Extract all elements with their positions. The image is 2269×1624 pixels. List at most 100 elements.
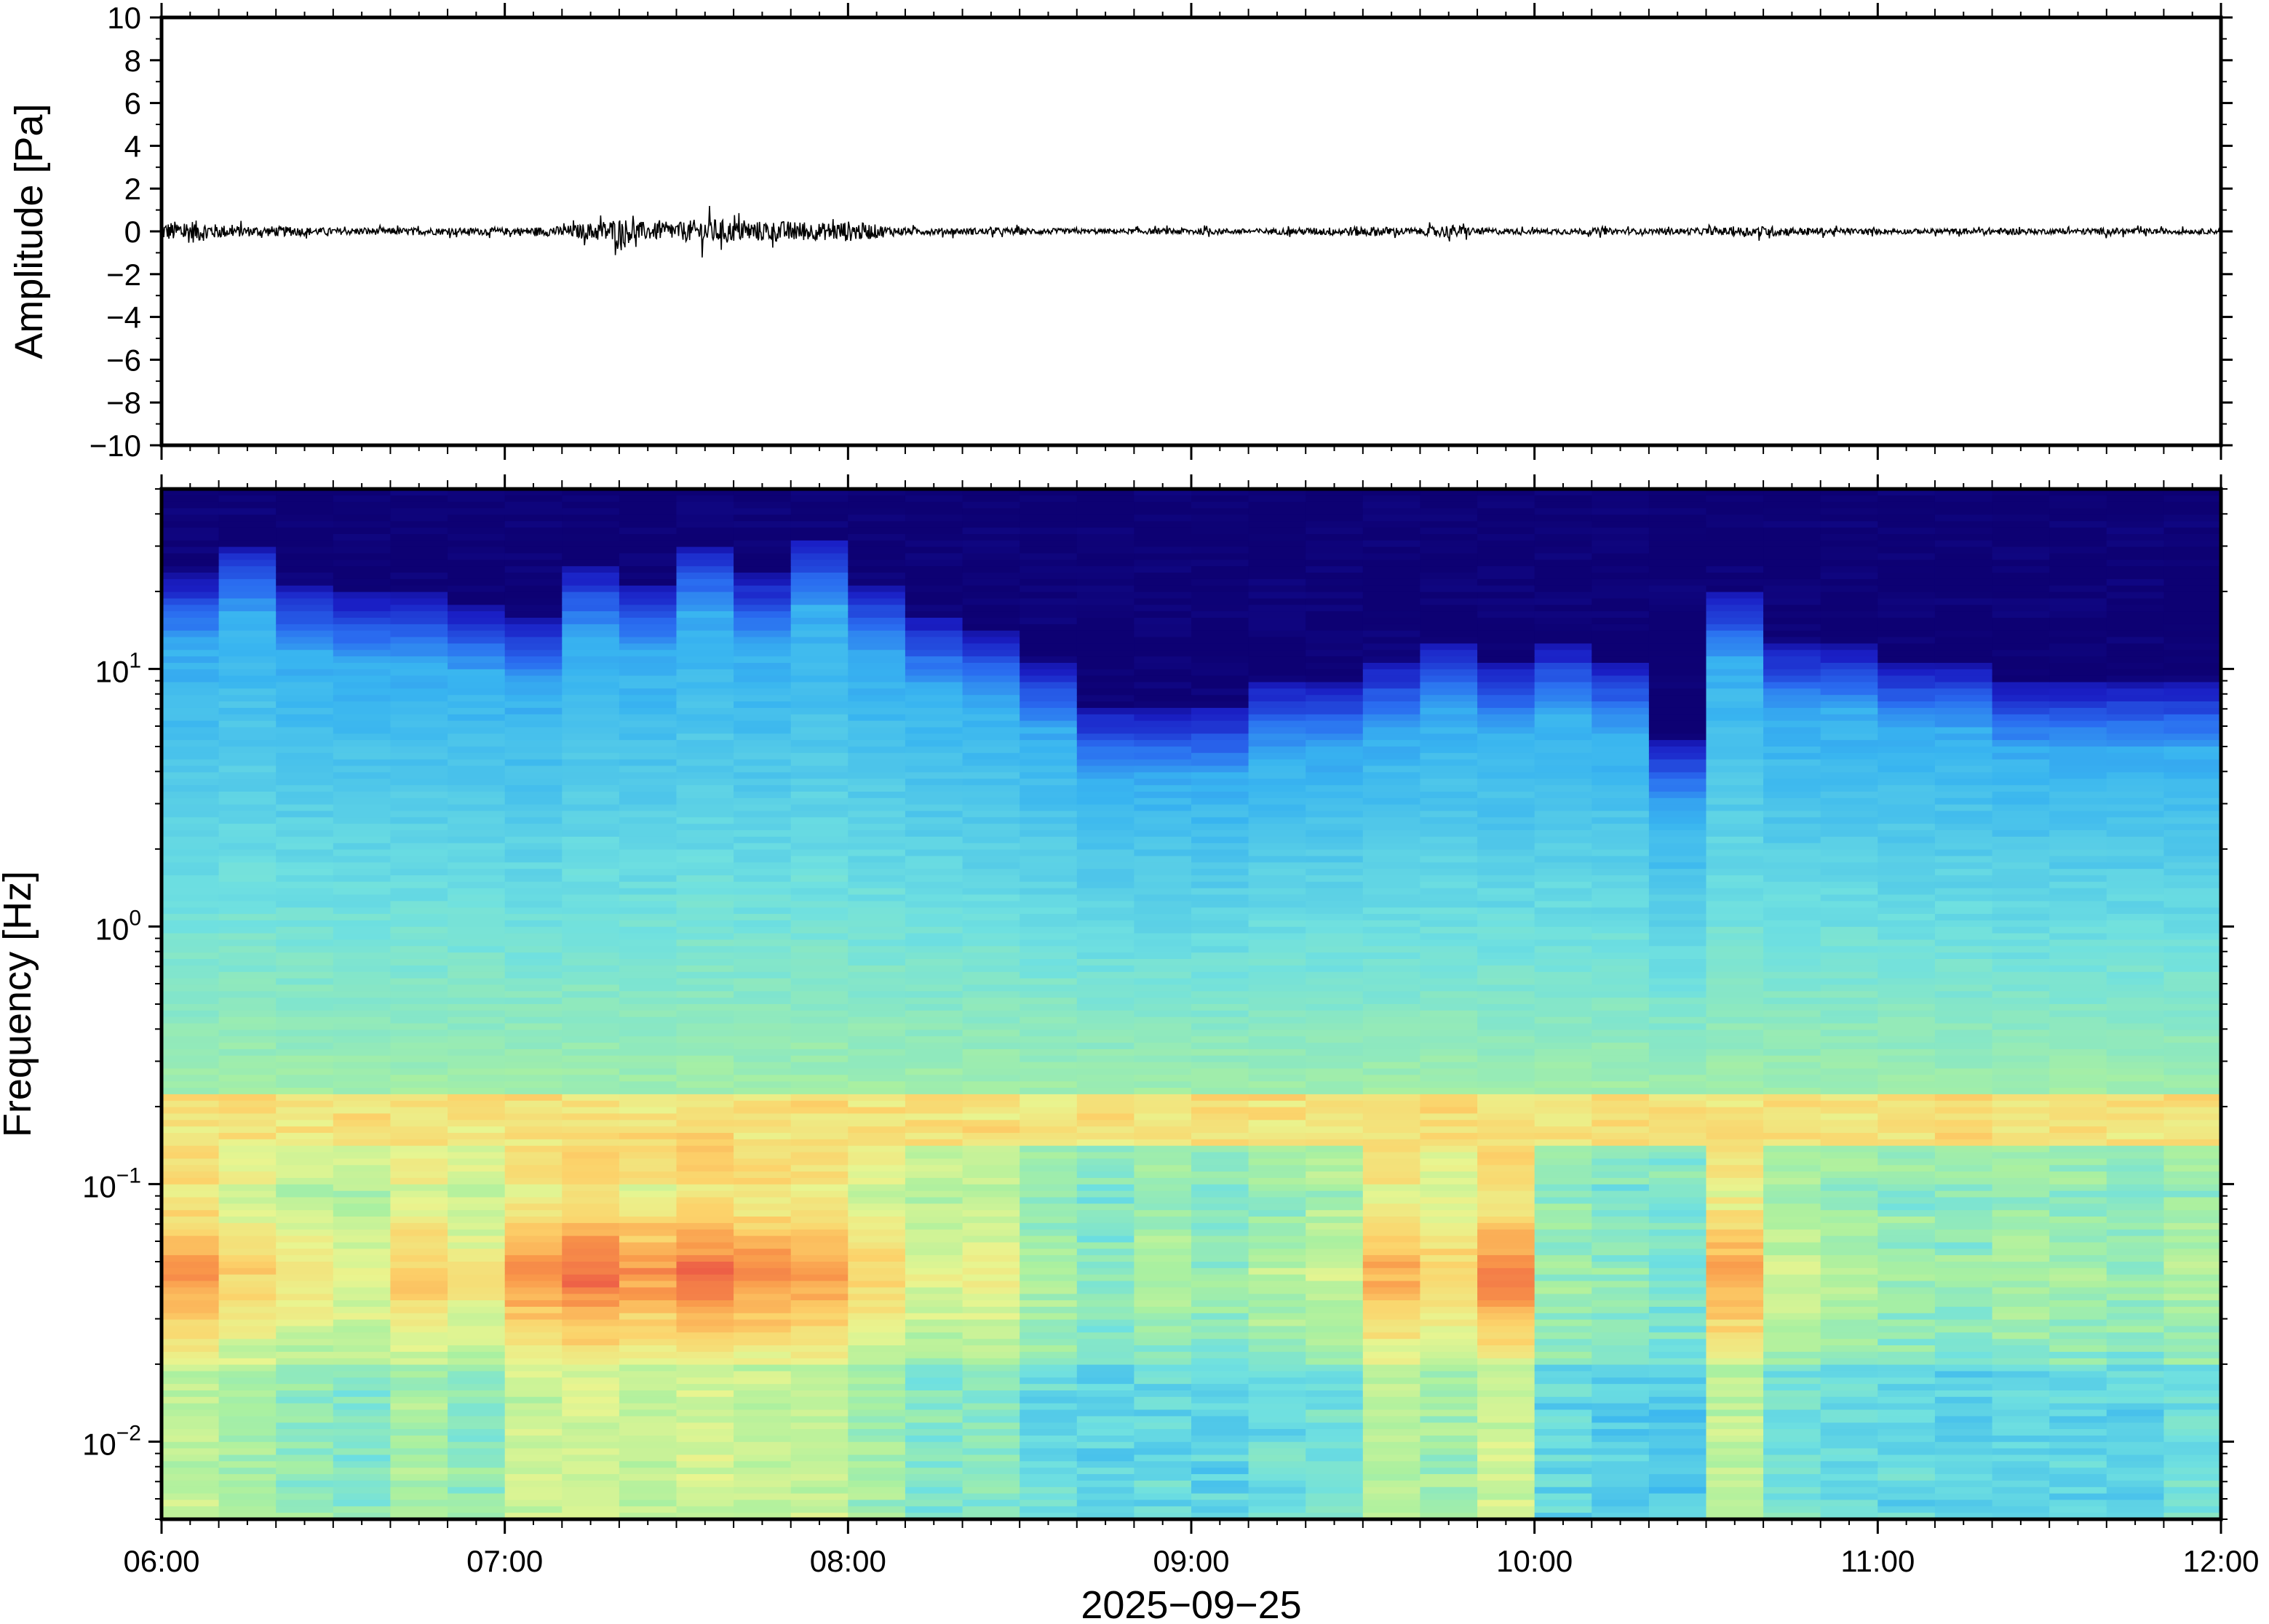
spectrogram-cell <box>734 637 792 645</box>
spectrogram-cell <box>1648 1023 1707 1031</box>
spectrogram-cell <box>619 1004 677 1011</box>
spectrogram-cell <box>1420 1088 1478 1095</box>
spectrogram-cell <box>448 1249 506 1256</box>
spectrogram-cell <box>1076 663 1135 670</box>
spectrogram-cell <box>1020 1030 1078 1038</box>
spectrogram-cell <box>162 630 220 638</box>
spectrogram-cell <box>1420 1319 1478 1327</box>
spectrogram-cell <box>276 836 334 844</box>
spectrogram-cell <box>276 1242 334 1250</box>
spectrogram-cell <box>962 1384 1020 1391</box>
spectrogram-cell <box>962 733 1020 741</box>
spectrogram-cell <box>1362 759 1421 767</box>
spectrogram-cell <box>1076 585 1135 593</box>
spectrogram-cell <box>1134 727 1192 735</box>
spectrogram-cell <box>1362 1454 1421 1462</box>
spectrogram-cell <box>1763 1416 1821 1424</box>
spectrogram-cell <box>1076 1313 1135 1321</box>
spectrogram-cell <box>1534 1429 1593 1436</box>
spectrogram-cell <box>962 792 1020 799</box>
spectrogram-cell <box>1648 546 1707 554</box>
spectrogram-cell <box>1534 695 1593 702</box>
spectrogram-cell <box>162 656 220 664</box>
spectrogram-cell <box>1191 856 1249 864</box>
spectrogram-cell <box>276 1043 334 1050</box>
spectrogram-cell <box>905 894 963 902</box>
spectrogram-cell <box>1763 1468 1821 1475</box>
spectrogram-cell <box>1820 1165 1879 1172</box>
spectrogram-cell <box>619 598 677 606</box>
spectrogram-cell <box>276 675 334 683</box>
spectrogram-cell <box>390 592 448 600</box>
spectrogram-cell <box>962 1165 1020 1172</box>
spectrogram-cell <box>1820 720 1879 728</box>
spectrogram-cell <box>333 1422 392 1430</box>
spectrogram-cell <box>390 1262 448 1269</box>
spectrogram-cell <box>1248 650 1306 657</box>
spectrogram-cell <box>218 971 277 979</box>
spectrogram-cell <box>1076 1088 1135 1095</box>
spectrogram-cell <box>734 811 792 819</box>
spectrogram-cell <box>1592 592 1650 600</box>
spectrogram-cell <box>390 740 448 747</box>
spectrogram-cell <box>276 592 334 600</box>
spectrogram-cell <box>619 1403 677 1411</box>
spectrogram-cell <box>504 881 563 889</box>
spectrogram-cell <box>1420 1480 1478 1488</box>
spectrogram-cell <box>1592 1409 1650 1417</box>
spectrogram-cell <box>1191 824 1249 831</box>
spectrogram-cell <box>619 998 677 1005</box>
spectrogram-cell <box>962 1184 1020 1192</box>
spectrogram-cell <box>390 566 448 573</box>
spectrogram-cell <box>1248 598 1306 606</box>
spectrogram-cell <box>218 489 277 496</box>
spectrogram-cell <box>1134 875 1192 883</box>
spectrogram-cell <box>962 998 1020 1005</box>
spectrogram-cell <box>1306 1255 1364 1262</box>
spectrogram-cell <box>1191 560 1249 568</box>
spectrogram-cell <box>1076 1448 1135 1456</box>
spectrogram-cell <box>1477 1235 1535 1243</box>
spectrogram-cell <box>276 933 334 941</box>
spectrogram-cell <box>448 695 506 702</box>
spectrogram-cell <box>1306 907 1364 915</box>
spectrogram-cell <box>218 675 277 683</box>
spectrogram-cell <box>848 1010 906 1018</box>
spectrogram-cell <box>1648 959 1707 966</box>
spectrogram-cell <box>1706 1326 1764 1334</box>
spectrogram-cell <box>962 933 1020 941</box>
spectrogram-cell <box>790 566 849 573</box>
spectrogram-cell <box>562 1461 620 1468</box>
spectrogram-cell <box>1191 1403 1249 1411</box>
spectrogram-cell <box>1763 1307 1821 1314</box>
spectrogram-cell <box>676 688 734 696</box>
spectrogram-cell <box>905 759 963 767</box>
spectrogram-cell <box>1477 1506 1535 1513</box>
spectrogram-cell <box>1020 592 1078 600</box>
spectrogram-cell <box>504 1229 563 1237</box>
spectrogram-cell <box>276 573 334 580</box>
spectrogram-cell <box>1706 720 1764 728</box>
spectrogram-cell <box>962 1416 1020 1424</box>
spectrogram-cell <box>1076 675 1135 683</box>
spectrogram-cell <box>734 984 792 992</box>
spectrogram-cell <box>333 1184 392 1192</box>
spectrogram-cell <box>1076 1217 1135 1224</box>
spectrogram-cell <box>1020 1055 1078 1063</box>
spectrogram-cell <box>905 965 963 973</box>
spectrogram-cell <box>905 1171 963 1179</box>
spectrogram-cell <box>504 939 563 947</box>
spectrogram-cell <box>1134 1409 1192 1417</box>
spectrogram-cell <box>734 888 792 896</box>
spectrogram-cell <box>734 733 792 741</box>
spectrogram-cell <box>1820 907 1879 915</box>
spectrogram-cell <box>1820 1081 1879 1088</box>
spectrogram-cell <box>218 701 277 709</box>
spectrogram-cell <box>676 933 734 941</box>
spectrogram-cell <box>1648 797 1707 805</box>
spectrogram-cell <box>734 1390 792 1398</box>
spectrogram-cell <box>1134 1500 1192 1508</box>
spectrogram-cell <box>562 1010 620 1018</box>
spectrogram-cell <box>218 792 277 799</box>
spectrogram-cell <box>790 1165 849 1172</box>
